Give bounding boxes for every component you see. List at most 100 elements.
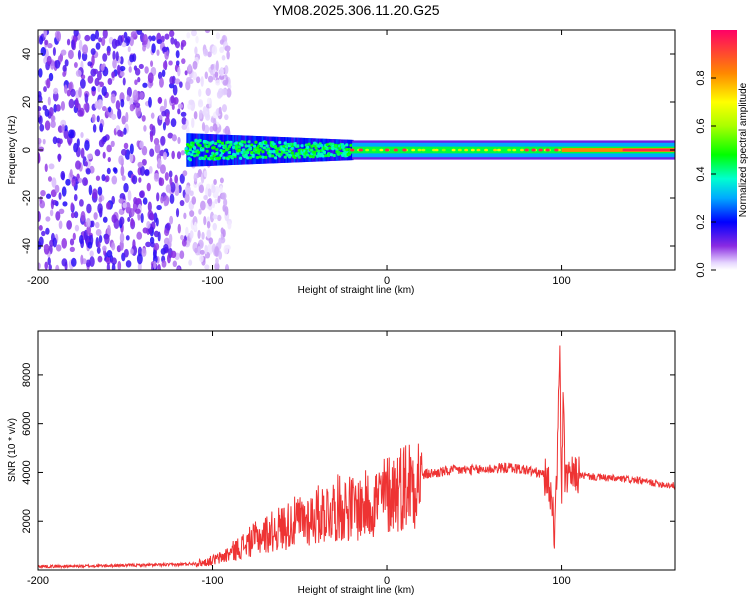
- snr-x-tick-label: -200: [27, 575, 49, 587]
- heatmap-cell: [196, 76, 201, 84]
- heatmap-cell: [69, 238, 75, 246]
- heatmap-cell: [220, 227, 224, 234]
- heatmap-cell: [139, 140, 144, 149]
- heatmap-cell: [121, 115, 127, 125]
- heatmap-cell: [184, 185, 191, 195]
- heatmap-cell: [224, 264, 230, 270]
- heatmap-cell: [92, 68, 99, 75]
- heatmap-cell: [38, 236, 44, 247]
- heatmap-cell: [55, 264, 60, 270]
- heatmap-cell: [47, 43, 53, 49]
- heatmap-cell: [80, 147, 85, 159]
- heatmap-cell: [193, 133, 196, 167]
- heatmap-cell: [164, 171, 169, 181]
- heatmap-cell: [159, 77, 164, 88]
- heatmap-cell: [129, 152, 134, 163]
- heatmap-cell: [171, 150, 175, 160]
- heatmap-cell: [203, 48, 209, 57]
- heatmap-cell: [222, 79, 228, 86]
- heatmap-cell: [110, 93, 116, 104]
- heatmap-cell: [52, 47, 56, 56]
- heatmap-cell: [174, 174, 178, 184]
- colorbar: 0.0 0.2 0.4 0.6 0.8 Normalized spectral ampl…: [695, 30, 749, 278]
- heatmap-cell: [232, 145, 236, 149]
- heatmap-cell: [53, 87, 59, 95]
- heatmap-cell: [111, 38, 118, 50]
- heatmap-cell: [132, 239, 136, 251]
- heatmap-cell: [137, 161, 144, 168]
- heatmap-cell: [153, 260, 157, 270]
- heatmap-cell: [255, 155, 260, 160]
- heatmap-cell: [207, 51, 212, 58]
- heatmap-cell: [54, 59, 61, 69]
- heatmap-cell: [97, 255, 103, 263]
- heatmap-cell: [205, 149, 210, 153]
- heatmap-cell: [199, 249, 205, 255]
- heatmap-cell: [98, 196, 103, 203]
- heatmap-cell: [160, 135, 166, 146]
- snr-x-label: Height of straight line (km): [298, 585, 415, 596]
- heatmap-cell: [111, 175, 118, 185]
- heatmap-cell: [193, 172, 198, 183]
- heatmap-cell: [112, 59, 117, 69]
- heatmap-cell: [245, 156, 250, 160]
- heatmap-cell: [194, 247, 198, 254]
- heatmap-cell: [84, 139, 90, 151]
- heatmap-cell: [169, 76, 175, 85]
- heatmap-cell: [203, 194, 208, 201]
- heatmap-cell: [217, 214, 222, 222]
- heatmap-cell: [177, 108, 181, 115]
- heatmap-cell: [238, 156, 243, 160]
- heatmap-cell: [289, 142, 293, 146]
- heatmap-cell: [290, 146, 295, 151]
- heatmap-cell: [163, 243, 169, 253]
- snr-y-tick-label: 2000: [21, 509, 33, 533]
- heatmap-cell: [189, 210, 195, 218]
- heatmap-cell: [160, 196, 164, 204]
- heatmap-cell: [38, 146, 45, 152]
- heatmap-cell: [107, 156, 111, 163]
- heatmap-cell: [135, 105, 142, 117]
- heatmap-cell: [61, 258, 68, 267]
- heatmap-cell: [86, 203, 92, 214]
- heatmap-cell: [177, 223, 181, 234]
- heatmap-cell: [47, 176, 53, 182]
- heatmap-cell: [142, 44, 146, 52]
- heatmap-cell: [105, 255, 112, 265]
- heatmap-cell: [215, 151, 219, 155]
- heatmap-cell: [39, 124, 45, 132]
- snr-x-tick-label: 100: [552, 575, 570, 587]
- heatmap-cell: [38, 224, 43, 231]
- heatmap-cell: [44, 108, 50, 117]
- heatmap-cell: [417, 148, 422, 152]
- heatmap-cell: [55, 104, 61, 112]
- heatmap-cell: [139, 91, 144, 100]
- heatmap-cell: [176, 151, 182, 160]
- heatmap-cell: [199, 254, 204, 263]
- heatmap-cell: [297, 155, 302, 159]
- heatmap-cell: [187, 63, 192, 72]
- heatmap-cell: [189, 230, 194, 239]
- heatmap-cell: [165, 184, 172, 193]
- heatmap-cell: [122, 77, 126, 86]
- heatmap-cell: [58, 192, 62, 200]
- heatmap-cell: [101, 37, 106, 47]
- heatmap-cell: [118, 155, 124, 165]
- heatmap-cell: [283, 141, 288, 145]
- heatmap-cell: [44, 163, 48, 173]
- heatmap-cell: [61, 124, 65, 134]
- heatmap-cell: [78, 86, 82, 98]
- heatmap-cell: [75, 89, 80, 100]
- heatmap-cell: [41, 230, 46, 237]
- heatmap-cell: [60, 170, 66, 180]
- heatmap-cell: [60, 100, 66, 111]
- heatmap-cell: [129, 143, 134, 155]
- heatmap-cell: [102, 53, 108, 62]
- heatmap-cell: [98, 235, 103, 244]
- heatmap-cell: [42, 104, 48, 111]
- heatmap-cell: [214, 262, 220, 270]
- heatmap-cell: [258, 155, 263, 159]
- heatmap-cell: [251, 153, 256, 157]
- spectrogram-x-tick-label: 0: [384, 275, 390, 287]
- heatmap-cell: [134, 208, 141, 214]
